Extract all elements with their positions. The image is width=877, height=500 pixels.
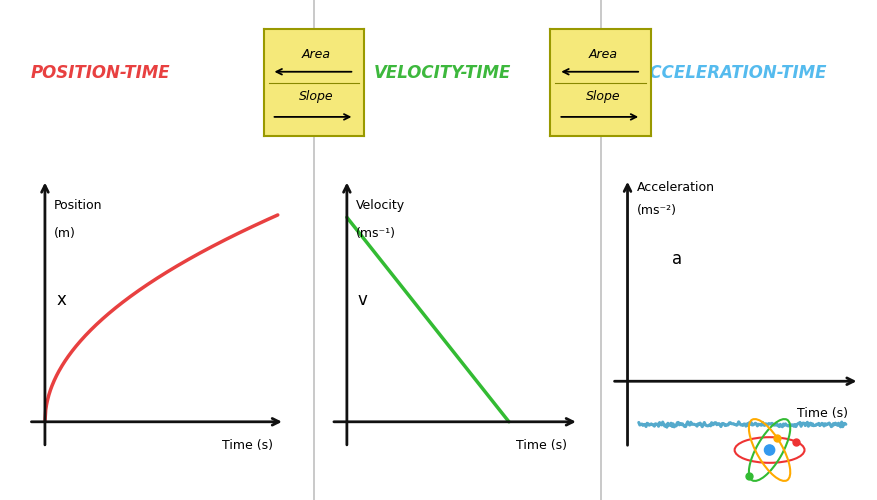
Text: Time (s): Time (s)	[797, 407, 848, 420]
Text: Time (s): Time (s)	[222, 440, 273, 452]
Circle shape	[765, 445, 774, 455]
Text: x: x	[56, 290, 66, 308]
Text: v: v	[358, 290, 367, 308]
Text: Area: Area	[302, 48, 331, 61]
Text: a: a	[672, 250, 682, 268]
Text: (m): (m)	[54, 226, 76, 239]
Text: POSITION-TIME: POSITION-TIME	[31, 64, 171, 82]
Text: Time (s): Time (s)	[517, 440, 567, 452]
Text: (ms⁻¹): (ms⁻¹)	[356, 226, 396, 239]
Text: VELOCITY-TIME: VELOCITY-TIME	[374, 64, 511, 82]
Text: Velocity: Velocity	[356, 198, 405, 211]
Text: Slope: Slope	[586, 90, 620, 103]
Text: ACCELERATION-TIME: ACCELERATION-TIME	[638, 64, 827, 82]
Text: Area: Area	[588, 48, 617, 61]
Text: Position: Position	[54, 198, 103, 211]
Text: Slope: Slope	[299, 90, 333, 103]
Text: Acceleration: Acceleration	[637, 181, 715, 194]
Text: (ms⁻²): (ms⁻²)	[637, 204, 676, 218]
